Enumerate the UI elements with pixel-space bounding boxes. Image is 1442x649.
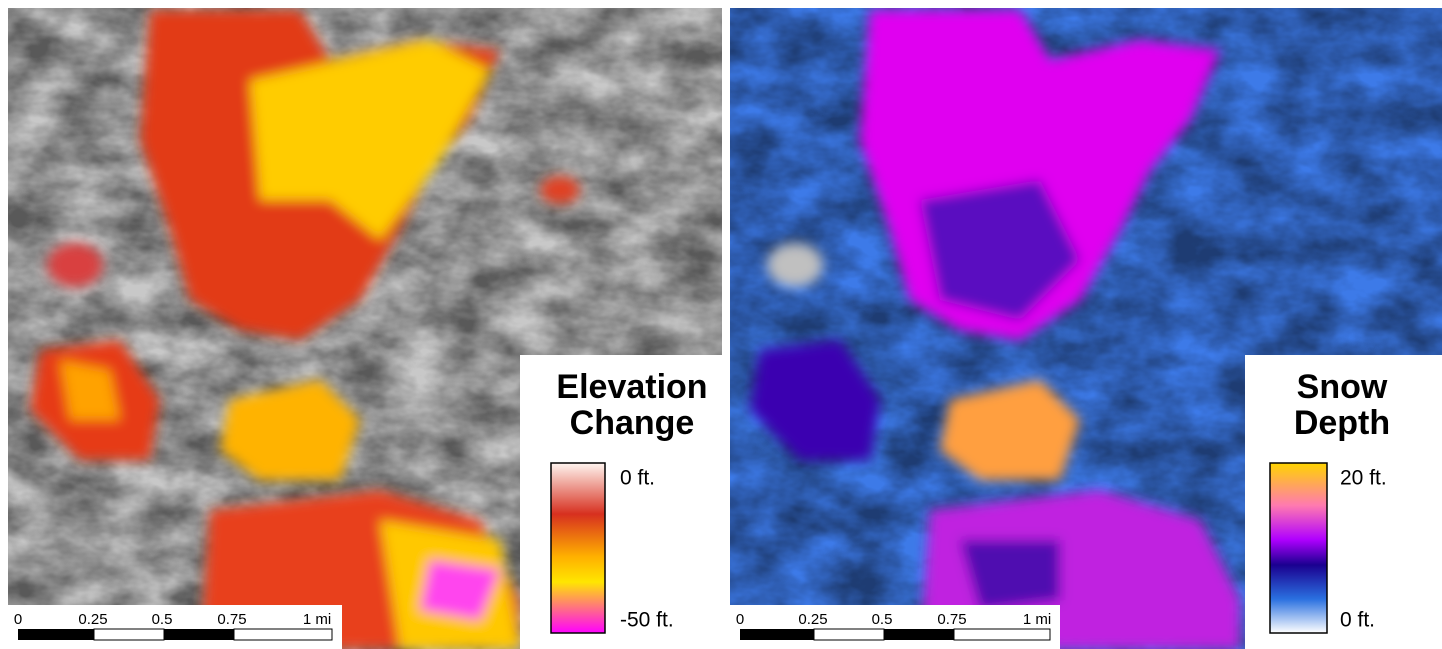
scale-label: 0.5: [152, 611, 173, 628]
color-ramp: [551, 463, 605, 633]
scale-bar: [730, 605, 1060, 649]
scale-label: 0.75: [217, 611, 246, 628]
legend-label: 0 ft.: [1340, 609, 1375, 632]
legend-label: -50 ft.: [620, 609, 674, 632]
scale-label: 0.25: [798, 611, 827, 628]
scale-label: 0: [14, 611, 22, 628]
legend-title: Depth: [1294, 404, 1390, 442]
scale-label: 1 mi: [303, 611, 331, 628]
scale-label: 0.75: [937, 611, 966, 628]
legend-label: 0 ft.: [620, 467, 655, 490]
scale-bar: [8, 605, 342, 649]
legend-title: Snow: [1297, 368, 1388, 406]
scale-label: 0.5: [872, 611, 893, 628]
legend-label: 20 ft.: [1340, 467, 1387, 490]
legend-title: Elevation: [556, 368, 707, 406]
color-ramp: [1270, 463, 1327, 633]
map-figure: Elevation Change 0 ft. -50 ft. Snow Dept…: [0, 0, 1442, 649]
scale-label: 0: [736, 611, 744, 628]
scale-label: 0.25: [78, 611, 107, 628]
scale-label: 1 mi: [1023, 611, 1051, 628]
legend-title: Change: [570, 404, 695, 442]
